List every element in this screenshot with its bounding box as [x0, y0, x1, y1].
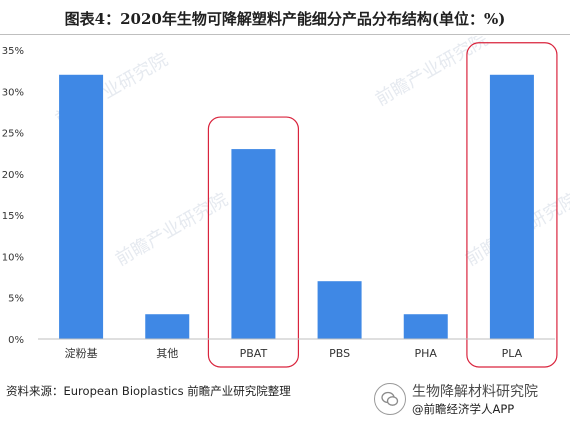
y-tick-label: 35% — [2, 46, 24, 57]
bar — [489, 74, 534, 339]
x-tick-label: 淀粉基 — [65, 346, 98, 360]
y-tick-label: 10% — [2, 252, 24, 263]
source-note: 资料来源：European Bioplastics 前瞻产业研究院整理 — [6, 384, 291, 398]
x-tick-label: PLA — [502, 347, 523, 360]
bar — [317, 281, 362, 339]
y-tick-label: 20% — [2, 170, 24, 181]
y-tick-label: 5% — [8, 294, 24, 305]
y-axis-ticks: 0% 5% 10% 15% 20% 25% 30% 35% — [2, 46, 24, 346]
y-tick-label: 30% — [2, 87, 24, 98]
chart-title: 图表4：2020年生物可降解塑料产能细分产品分布结构(单位：%) — [64, 10, 506, 28]
wechat-badge: 生物降解材料研究院 @前瞻经济学人APP — [374, 383, 538, 417]
bars-layer — [59, 74, 534, 339]
bar-chart: 前瞻产业研究院前瞻产业研究院前瞻产业研究院前瞻产业研究院 0%5%10%15%2… — [2, 36, 570, 368]
x-tick-label: 其他 — [156, 347, 178, 360]
wechat-logo-icon — [374, 383, 406, 415]
x-axis-labels: 淀粉基 其他 PBAT PBS PHA PLA — [65, 346, 523, 360]
watermark-logo: 前瞻产业研究院 — [112, 189, 232, 270]
watermark-logo: 前瞻产业研究院 — [372, 36, 492, 110]
x-tick-label: PHA — [415, 347, 438, 360]
bar — [403, 314, 448, 339]
highlight-box — [207, 116, 300, 368]
badge-line-1: 生物降解材料研究院 — [412, 384, 538, 400]
title-divider — [0, 34, 570, 35]
x-tick-label: PBS — [329, 347, 350, 360]
x-tick-label: PBAT — [240, 347, 268, 360]
highlight-box — [466, 42, 558, 368]
highlight-layer — [207, 42, 558, 368]
y-tick-label: 15% — [2, 211, 24, 222]
bar — [145, 314, 190, 339]
y-tick-label: 25% — [2, 129, 24, 140]
bar — [59, 74, 104, 339]
y-tick-label: 0% — [8, 335, 24, 346]
bar — [231, 149, 276, 339]
badge-line-2: @前瞻经济学人APP — [412, 402, 515, 416]
